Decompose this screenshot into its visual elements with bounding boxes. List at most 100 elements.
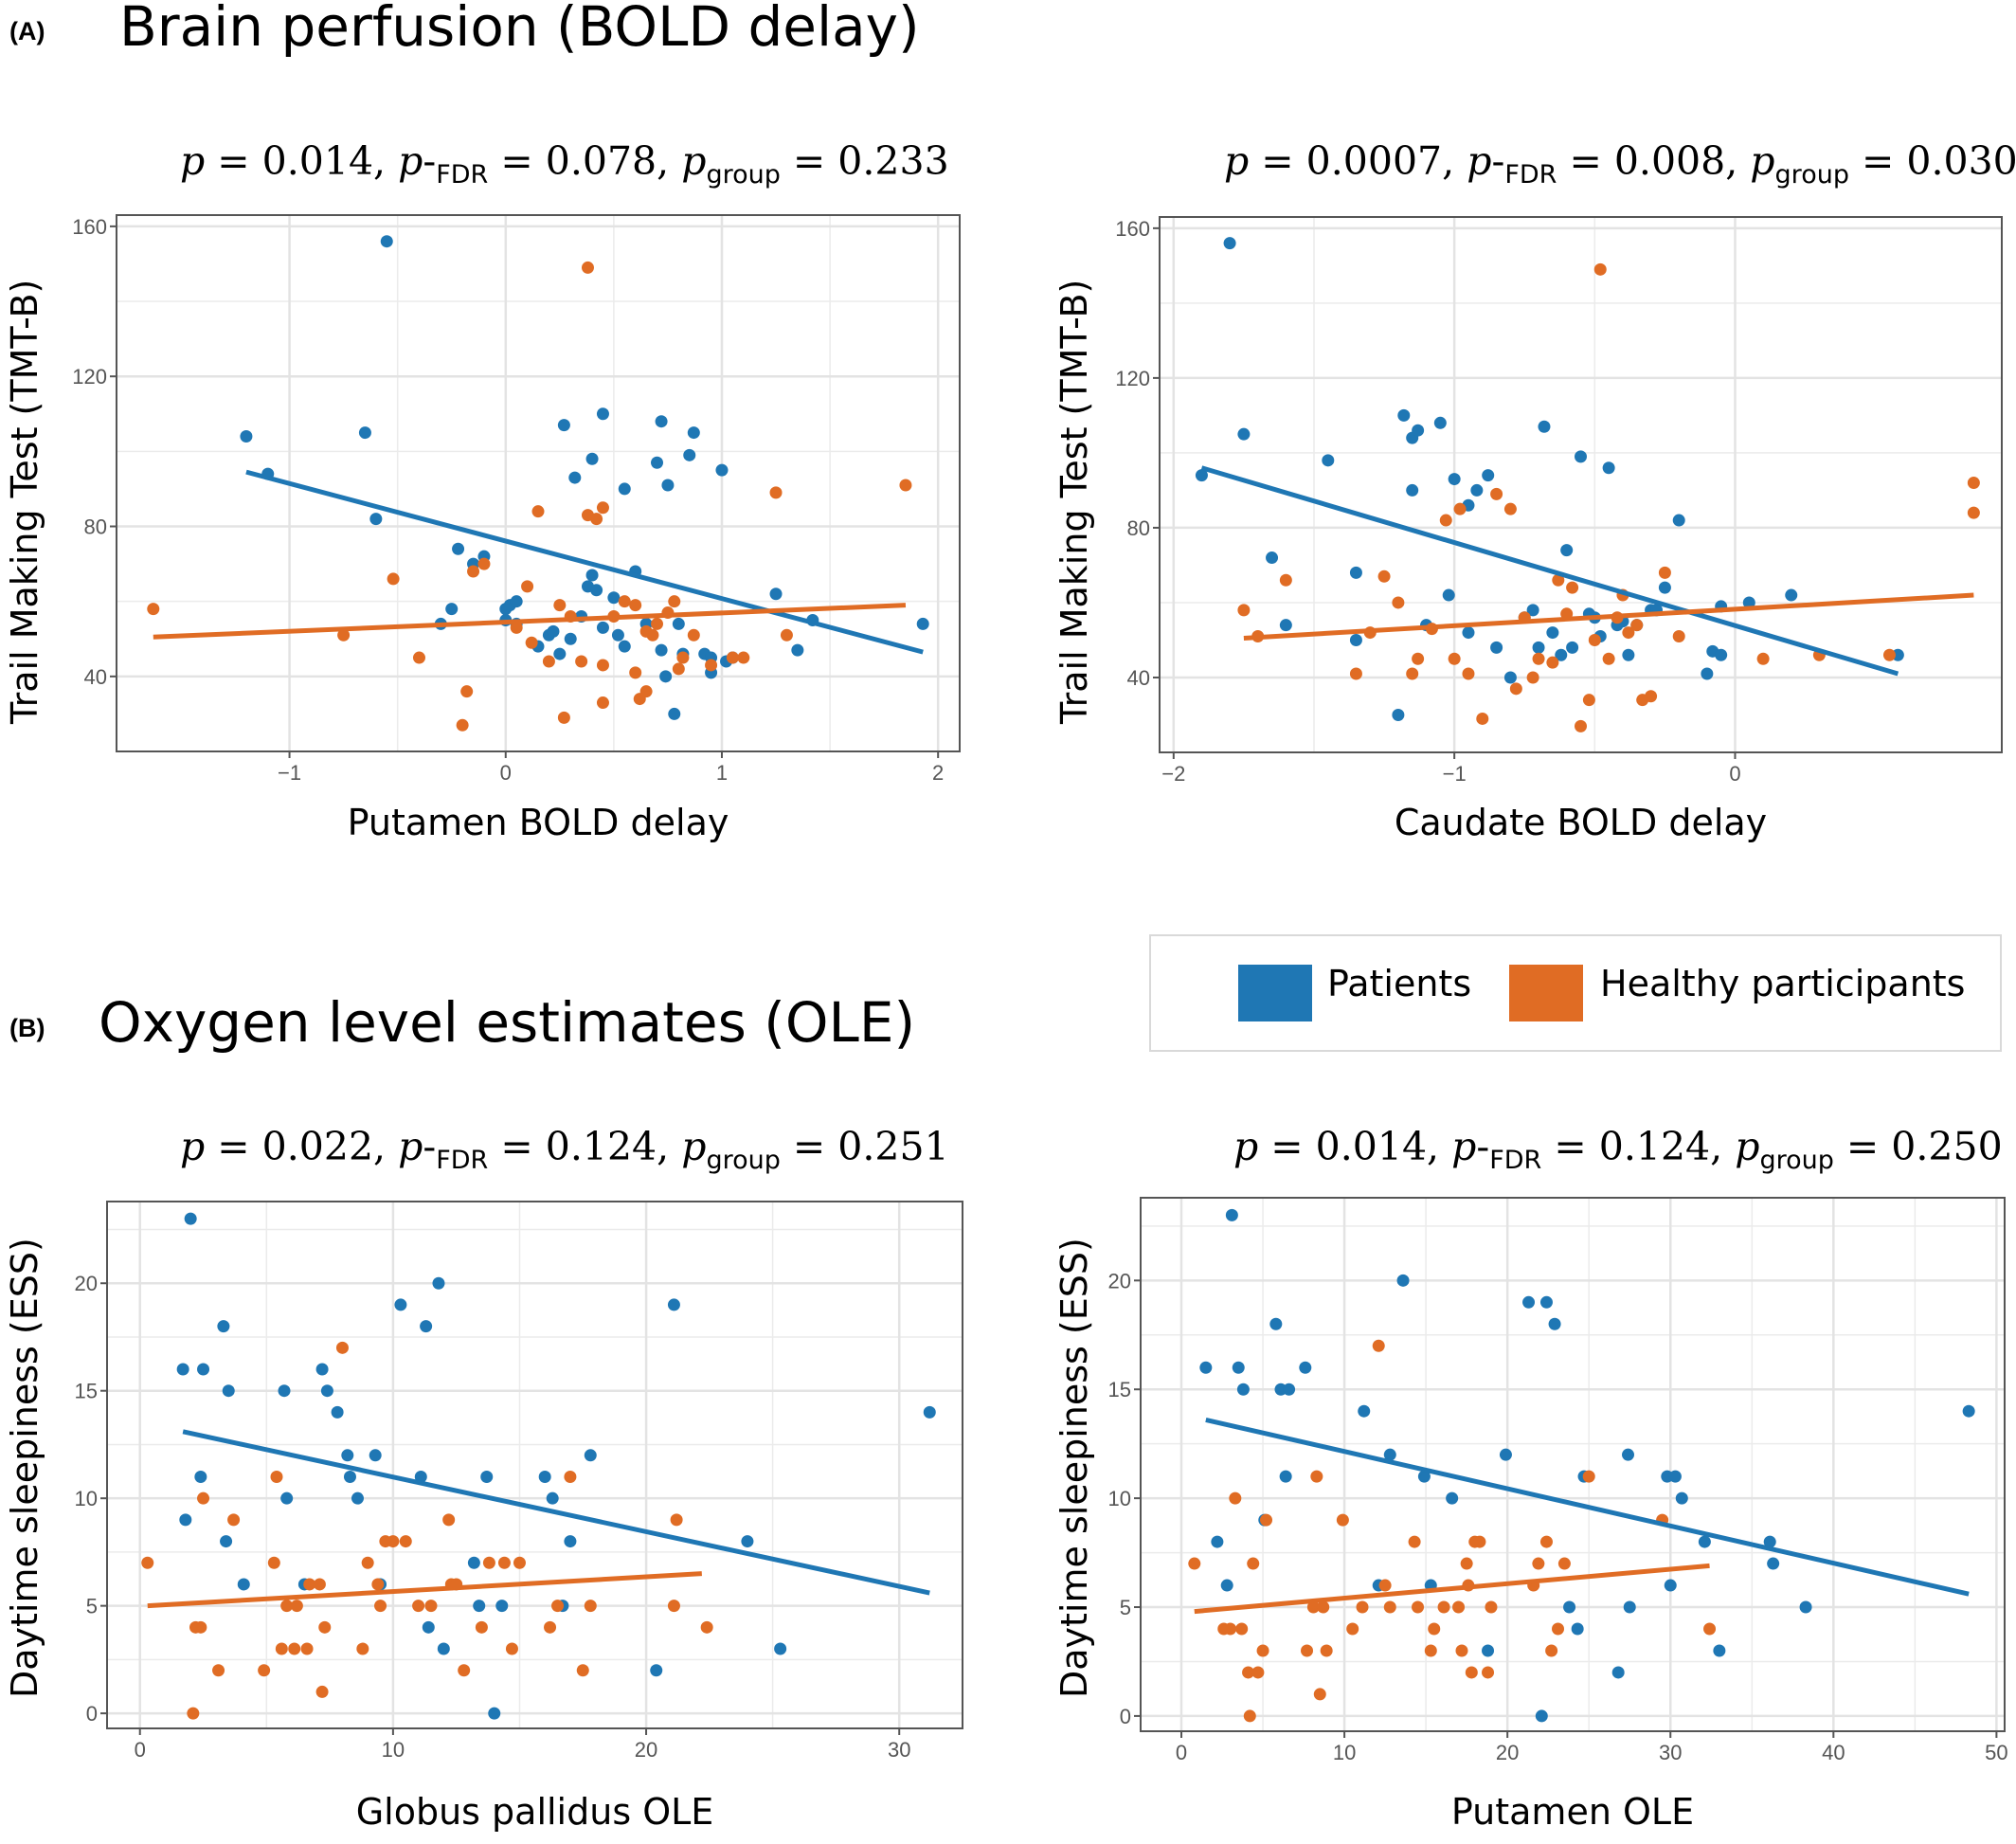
data-point-healthy (705, 659, 718, 672)
data-point-patients (1785, 588, 1798, 602)
plot-frame (1159, 216, 2003, 753)
data-point-patients (1713, 1644, 1726, 1657)
data-point-healthy (1465, 1666, 1478, 1679)
p-value: 0.0007 (1305, 138, 1443, 184)
data-point-healthy (1412, 652, 1425, 665)
data-point-patients (715, 463, 729, 477)
data-point-healthy (1545, 1644, 1558, 1657)
data-point-healthy (1301, 1644, 1314, 1657)
y-tick-label: 120 (1115, 367, 1150, 390)
data-point-patients (547, 624, 560, 638)
data-point-healthy (1476, 712, 1489, 725)
data-point-patients (1503, 671, 1517, 684)
data-point-patients (1397, 408, 1411, 422)
y-tick-label: 5 (1120, 1596, 1131, 1619)
data-point-healthy (1251, 1666, 1265, 1679)
data-point-patients (1490, 641, 1503, 654)
legend: Patients Healthy participants (1149, 934, 2002, 1052)
data-point-patients (240, 430, 253, 443)
data-point-patients (343, 1470, 356, 1483)
data-point-patients (1446, 1491, 1459, 1505)
data-point-healthy (1424, 1644, 1437, 1657)
data-point-patients (1448, 473, 1461, 486)
data-point-patients (1664, 1579, 1677, 1592)
data-point-patients (394, 1298, 407, 1311)
data-point-patients (420, 1320, 433, 1333)
x-tick-label: 0 (1729, 762, 1740, 786)
regression-line-healthy (1243, 592, 1974, 641)
data-point-patients (916, 617, 929, 630)
data-point-patients (923, 1405, 936, 1419)
data-point-patients (672, 617, 685, 630)
data-point-patients (1891, 648, 1904, 661)
y-tick-label: 120 (72, 365, 107, 389)
p-value: 0.014 (1315, 1124, 1428, 1169)
data-point-patients (495, 1600, 509, 1613)
y-tick-label: 40 (84, 665, 107, 689)
y-tick-label: 0 (1120, 1705, 1131, 1728)
y-tick-label: 5 (86, 1595, 98, 1618)
data-point-healthy (1320, 1644, 1333, 1657)
regression-line-patients (1205, 1417, 1970, 1597)
data-point-healthy (1490, 487, 1503, 500)
data-point-patients (480, 1470, 494, 1483)
data-point-healthy (1575, 719, 1587, 732)
data-point-healthy (575, 655, 588, 668)
data-point-healthy (482, 1556, 495, 1569)
data-point-healthy (315, 1685, 329, 1698)
plot-frame (1140, 1197, 2006, 1732)
data-point-healthy (1448, 652, 1461, 665)
data-point-healthy (737, 651, 750, 664)
legend-swatch-patients (1238, 965, 1312, 1021)
p-group-value: 0.251 (837, 1124, 949, 1169)
data-point-patients (369, 1449, 382, 1462)
data-point-patients (1767, 1557, 1780, 1570)
data-point-patients (1622, 1448, 1635, 1461)
data-point-patients (237, 1578, 250, 1591)
data-point-patients (369, 513, 383, 526)
data-point-patients (741, 1535, 754, 1548)
data-point-patients (1433, 416, 1447, 429)
data-point-healthy (513, 1556, 526, 1569)
data-point-patients (1232, 1361, 1245, 1374)
y-axis-label-putamen-bold: Trail Making Test (TMT-B) (4, 279, 45, 724)
y-tick-label: 40 (1127, 666, 1150, 690)
data-point-patients (278, 1384, 291, 1398)
data-point-patients (655, 643, 668, 657)
data-point-patients (1566, 641, 1579, 654)
data-point-patients (1571, 1622, 1584, 1636)
data-point-patients (1279, 619, 1292, 632)
data-point-patients (1225, 1208, 1238, 1221)
data-point-patients (1799, 1600, 1812, 1614)
data-point-healthy (318, 1620, 332, 1634)
data-point-patients (1322, 454, 1335, 467)
x-tick-label: 2 (932, 761, 944, 785)
data-point-patients (1223, 237, 1236, 250)
data-point-healthy (510, 621, 523, 634)
data-point-healthy (1383, 1600, 1396, 1614)
data-point-healthy (1462, 667, 1475, 680)
data-point-healthy (629, 599, 642, 612)
data-point-patients (331, 1405, 344, 1419)
data-point-healthy (458, 1664, 471, 1677)
data-point-healthy (668, 595, 681, 608)
data-point-healthy (374, 1600, 387, 1613)
panel-a-label: (A) (9, 17, 45, 45)
data-point-healthy (590, 513, 603, 526)
data-point-healthy (596, 659, 609, 672)
data-point-patients (1548, 1317, 1561, 1330)
data-point-healthy (1602, 652, 1615, 665)
data-point-patients (432, 1276, 445, 1290)
data-point-healthy (1588, 633, 1601, 646)
y-tick-label: 20 (1108, 1269, 1131, 1293)
data-point-patients (1266, 551, 1279, 565)
regression-line-healthy (147, 1571, 702, 1609)
data-point-patients (683, 448, 696, 461)
data-point-healthy (1408, 1535, 1421, 1548)
data-point-patients (611, 628, 624, 642)
data-point-healthy (1566, 581, 1579, 594)
data-point-patients (1279, 1470, 1292, 1483)
data-point-healthy (531, 505, 545, 518)
data-point-patients (1701, 667, 1714, 680)
data-point-patients (1546, 626, 1559, 640)
